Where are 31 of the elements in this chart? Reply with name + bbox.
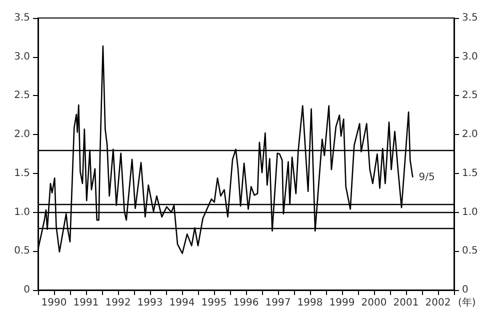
x-tick-label: 1990 <box>41 298 67 308</box>
y-tick-label: 0.5 <box>14 246 30 257</box>
x-tick-label: 1993 <box>137 298 163 308</box>
x-tick-label: 2000 <box>361 298 387 308</box>
x-tick-label: 1999 <box>329 298 355 308</box>
x-tick-label: 1997 <box>265 298 291 308</box>
y2-tick-label: 1.0 <box>462 206 478 218</box>
x-tick-label: 2002 <box>425 298 451 308</box>
y-tick-label: 2.0 <box>14 129 30 140</box>
annotation: 9/5 <box>418 172 435 183</box>
x-tick-label: 1998 <box>297 298 323 308</box>
y2-tick-label: 2.0 <box>462 129 478 140</box>
x-tick-label: 1996 <box>233 298 259 308</box>
y2-tick-label: 1.5 <box>462 168 478 179</box>
y2-tick-label: 0 <box>462 284 468 296</box>
y-tick-label: 3.0 <box>14 51 30 62</box>
x-tick-label: 1994 <box>169 298 195 308</box>
y-tick-label: 2.5 <box>14 90 30 102</box>
x-tick-label: 1992 <box>105 298 131 308</box>
x-tick-label: 2001 <box>393 298 419 308</box>
y2-tick-label: 0.5 <box>462 246 478 257</box>
y-tick-label: 1.0 <box>14 206 30 218</box>
y2-tick-label: 2.5 <box>462 90 478 102</box>
y2-tick-label: 3.5 <box>462 12 478 24</box>
x-tick-label: 1995 <box>201 298 227 308</box>
y-tick-label: 1.5 <box>14 168 30 179</box>
y-tick-label: 3.5 <box>14 12 30 24</box>
x-axis-title: (年) <box>458 296 476 308</box>
x-tick-label: 1991 <box>73 298 99 308</box>
y-tick-label: 0 <box>24 284 30 296</box>
y2-tick-label: 3.0 <box>462 51 478 62</box>
